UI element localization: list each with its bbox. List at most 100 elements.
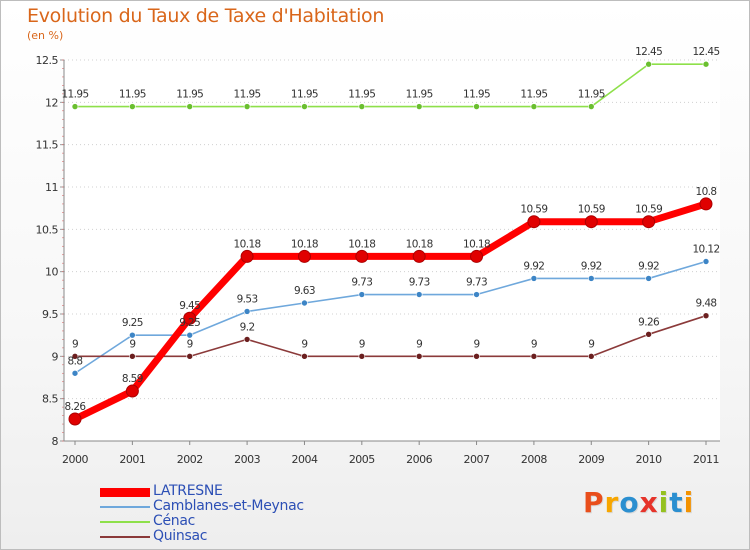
data-label: 9 — [531, 338, 537, 350]
data-label: 9.48 — [696, 298, 717, 310]
data-label: 9.73 — [351, 277, 372, 289]
logo-letter: i — [683, 486, 695, 519]
data-point — [301, 103, 308, 110]
data-point — [129, 331, 136, 339]
data-point — [587, 275, 595, 282]
logo-letter: o — [619, 486, 640, 519]
data-point — [584, 215, 598, 229]
data-point — [125, 384, 139, 398]
data-label: 9 — [588, 338, 594, 350]
x-tick-label: 2010 — [636, 453, 662, 466]
data-label: 10.18 — [348, 238, 375, 250]
x-tick-label: 2008 — [521, 453, 547, 466]
plot-area — [64, 60, 720, 441]
data-label: 11.95 — [463, 89, 490, 101]
data-point — [71, 353, 79, 360]
legend-label: LATRESNE — [153, 483, 223, 499]
y-tick-label: 8.5 — [42, 393, 58, 406]
legend-item: LATRESNE — [100, 483, 400, 500]
data-label: 9 — [187, 338, 193, 350]
data-point — [530, 275, 538, 282]
data-point — [415, 353, 423, 360]
data-label: 10.18 — [463, 238, 490, 250]
data-label: 9 — [359, 338, 365, 350]
data-label: 9 — [416, 338, 422, 350]
data-point — [702, 312, 710, 319]
data-label: 11.95 — [520, 89, 547, 101]
data-point — [587, 353, 595, 360]
legend-label: Camblanes-et-Meynac — [153, 498, 304, 514]
data-point — [243, 103, 251, 110]
y-tick-label: 10 — [45, 266, 58, 279]
data-label: 9.63 — [294, 285, 315, 297]
data-label: 12.45 — [635, 46, 662, 58]
x-tick-label: 2002 — [177, 453, 203, 466]
data-label: 8.59 — [122, 373, 143, 385]
data-point — [415, 291, 423, 298]
data-point — [243, 336, 251, 343]
y-tick-label: 10.5 — [36, 223, 59, 236]
logo-letter: r — [604, 486, 620, 519]
data-point — [301, 299, 308, 307]
data-label: 10.59 — [520, 204, 547, 216]
data-point — [702, 258, 710, 265]
data-label: 9 — [129, 338, 135, 350]
proxiti-logo: Proxiti — [583, 486, 694, 519]
data-label: 9.2 — [240, 321, 255, 333]
data-point — [297, 249, 311, 263]
data-point — [587, 103, 595, 110]
data-point — [71, 369, 79, 377]
x-tick-label: 2009 — [578, 453, 604, 466]
y-tick-label: 11.5 — [36, 139, 59, 152]
data-label: 11.95 — [234, 89, 261, 101]
data-point — [702, 60, 710, 68]
x-tick-label: 2004 — [291, 453, 317, 466]
data-label: 10.59 — [578, 204, 605, 216]
data-point — [642, 215, 656, 229]
data-point — [645, 331, 652, 338]
data-point — [129, 103, 136, 110]
data-label: 11.95 — [578, 89, 605, 101]
data-point — [358, 103, 366, 110]
data-point — [71, 103, 79, 110]
data-point — [415, 103, 423, 110]
data-point — [186, 331, 194, 339]
x-tick-label: 2005 — [349, 453, 375, 466]
data-label: 11.95 — [119, 89, 146, 101]
data-label: 11.95 — [61, 89, 88, 101]
data-point — [530, 353, 538, 360]
data-label: 9.53 — [237, 293, 258, 305]
x-tick-label: 2003 — [234, 453, 260, 466]
x-tick-label: 2000 — [62, 453, 88, 466]
legend-swatch — [100, 506, 150, 508]
data-label: 10.59 — [635, 204, 662, 216]
data-label: 9.45 — [179, 300, 200, 312]
data-label: 9.92 — [638, 260, 659, 272]
y-tick-label: 9.5 — [42, 308, 58, 321]
legend-swatch — [100, 487, 150, 497]
unit-label: (en %) — [27, 29, 64, 42]
series-line-quinsac — [74, 314, 707, 358]
data-label: 10.18 — [234, 238, 261, 250]
data-label: 11.95 — [348, 89, 375, 101]
y-tick-label: 11 — [45, 181, 58, 194]
data-point — [186, 353, 194, 360]
y-tick-label: 8 — [52, 435, 59, 448]
data-label: 9.73 — [466, 277, 487, 289]
data-label: 9 — [301, 338, 307, 350]
y-tick-label: 12.5 — [36, 54, 59, 67]
y-tick-label: 12 — [45, 96, 58, 109]
legend-swatch — [100, 536, 150, 538]
data-label: 8.8 — [68, 355, 83, 367]
data-point — [530, 103, 538, 110]
data-label: 12.45 — [692, 46, 719, 58]
data-label: 10.12 — [692, 244, 719, 256]
data-point — [243, 308, 251, 315]
x-tick-label: 2011 — [693, 453, 719, 466]
data-point — [699, 197, 713, 211]
data-point — [129, 353, 136, 360]
series-line-c-nac — [74, 63, 707, 108]
legend-item: Quinsac — [100, 528, 400, 545]
legend-item: Camblanes-et-Meynac — [100, 498, 400, 515]
